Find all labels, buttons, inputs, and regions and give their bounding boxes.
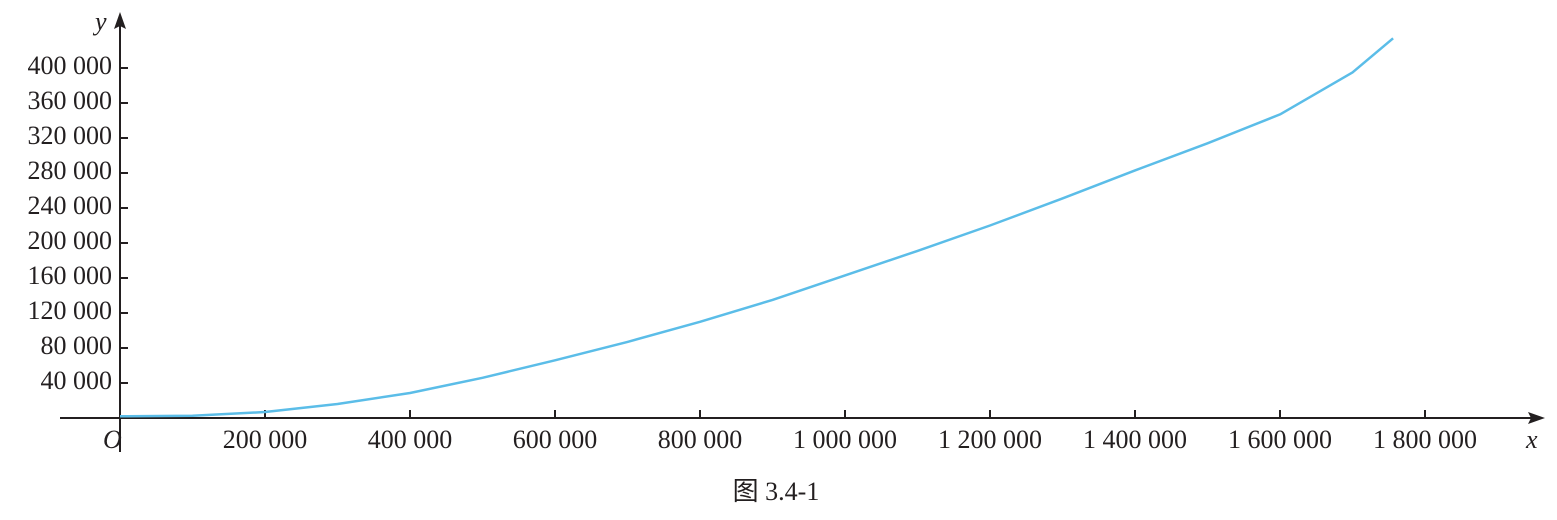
x-tick-label: 1 400 000 xyxy=(1083,425,1187,454)
curve xyxy=(119,37,1394,418)
y-tick-label: 80 000 xyxy=(41,331,113,360)
y-tick-label: 400 000 xyxy=(28,51,113,80)
y-tick-label: 360 000 xyxy=(28,86,113,115)
y-tick-label: 40 000 xyxy=(41,366,113,395)
y-axis-label: y xyxy=(92,7,107,36)
x-tick-label: 1 000 000 xyxy=(793,425,897,454)
y-tick-label: 280 000 xyxy=(28,156,113,185)
y-arrow xyxy=(114,12,126,29)
y-tick-label: 160 000 xyxy=(28,261,113,290)
y-tick-label: 320 000 xyxy=(28,121,113,150)
origin-label: O xyxy=(103,425,122,454)
x-arrow xyxy=(1528,412,1545,424)
x-tick-label: 800 000 xyxy=(658,425,743,454)
caption: 图 3.4-1 xyxy=(733,477,820,506)
y-tick-label: 200 000 xyxy=(28,226,113,255)
x-axis-label: x xyxy=(1525,425,1538,454)
x-tick-label: 1 800 000 xyxy=(1373,425,1477,454)
x-tick-label: 200 000 xyxy=(223,425,308,454)
y-tick-label: 120 000 xyxy=(28,296,113,325)
y-tick-label: 240 000 xyxy=(28,191,113,220)
x-tick-label: 600 000 xyxy=(513,425,598,454)
x-tick-label: 400 000 xyxy=(368,425,453,454)
x-tick-label: 1 200 000 xyxy=(938,425,1042,454)
x-tick-label: 1 600 000 xyxy=(1228,425,1332,454)
